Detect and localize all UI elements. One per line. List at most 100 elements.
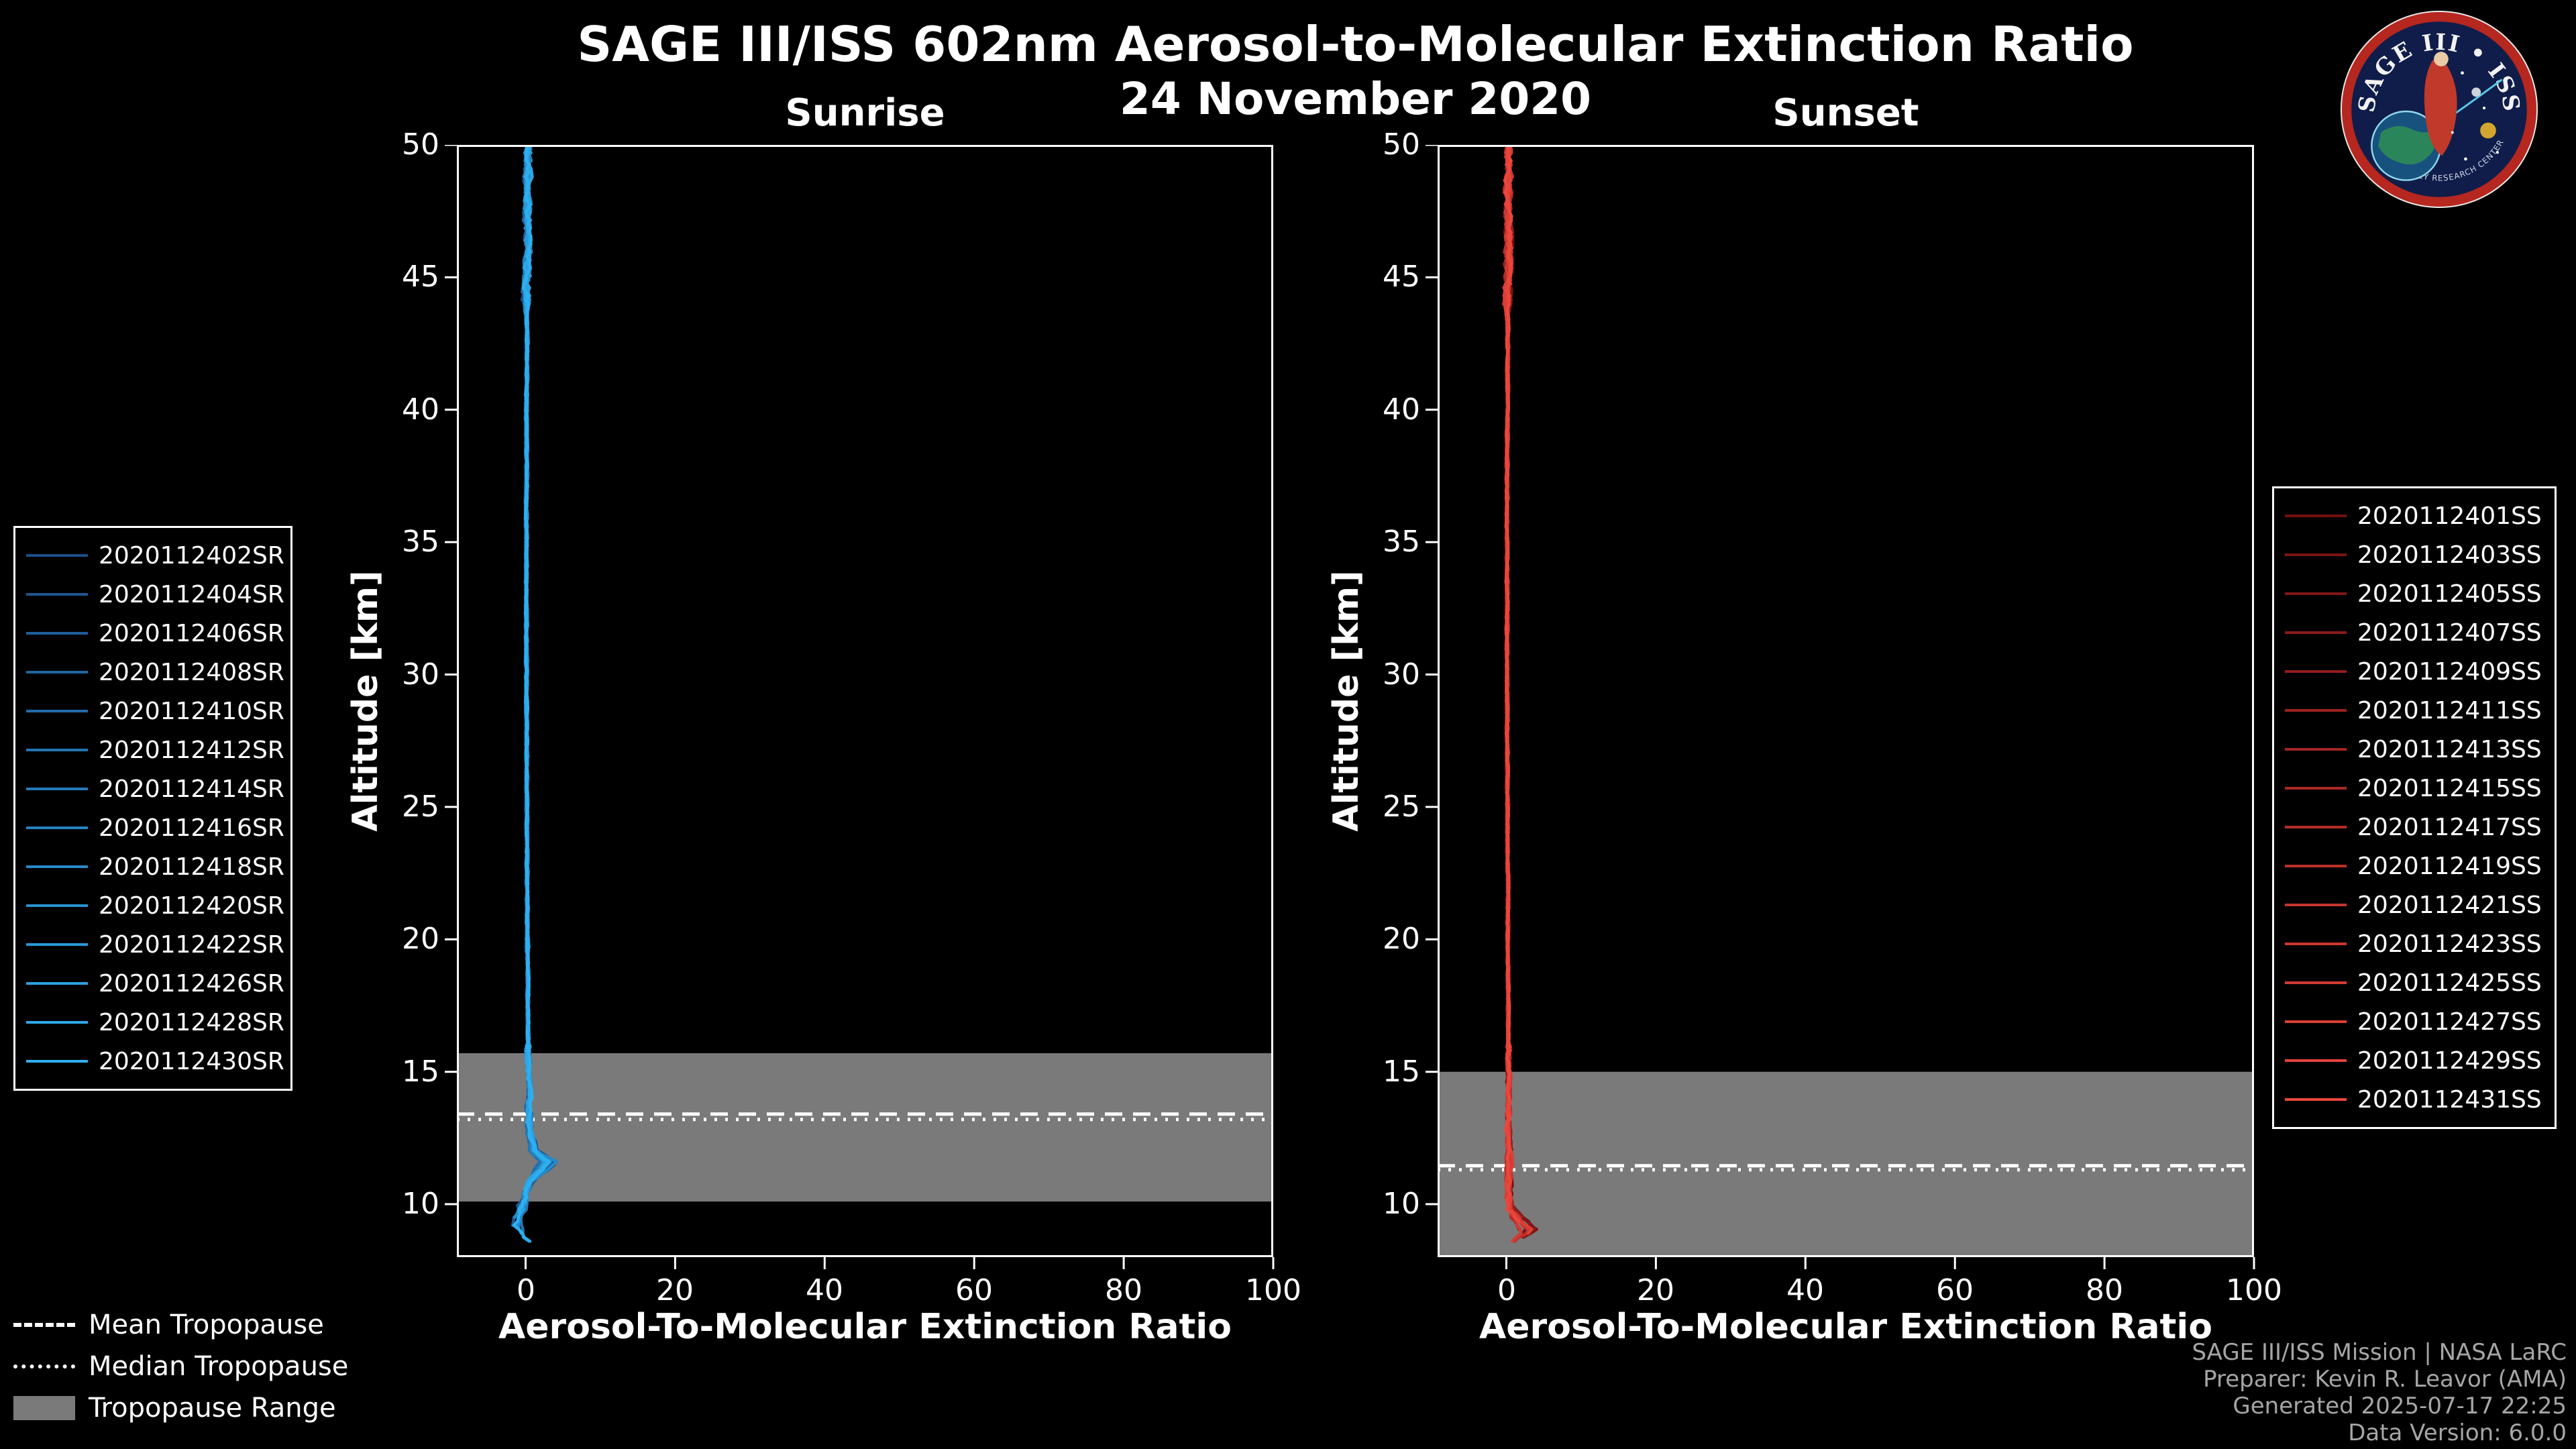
y-tick-label: 50: [1383, 127, 1420, 162]
footer-generated-line: Generated 2025-07-17 22:25: [2233, 1393, 2567, 1419]
legend-series-label: 2020112417SS: [2357, 813, 2542, 841]
legend-series-label: 2020112404SR: [99, 580, 284, 608]
y-tick-label: 30: [402, 657, 439, 692]
sunrise-y-axis-label: Altitude [km]: [345, 570, 386, 832]
legend-series-label: 2020112408SR: [99, 658, 284, 686]
x-tick-label: 20: [656, 1273, 694, 1307]
y-tick-label: 25: [1383, 790, 1420, 824]
sunset-plot: [1426, 145, 2255, 1269]
sunset-x-axis-label: Aerosol-To-Molecular Extinction Ratio: [1479, 1307, 2212, 1347]
legend-line-sample: [26, 943, 88, 946]
legend-series-label: 2020112412SR: [99, 736, 284, 764]
legend-series-label: 2020112425SS: [2357, 969, 2542, 997]
sunrise-plot-border: [457, 145, 1273, 1257]
legend-series-label: 2020112423SS: [2357, 930, 2542, 958]
x-tick-label: 80: [1105, 1273, 1142, 1307]
logo-star: [2482, 106, 2486, 110]
page-title: SAGE III/ISS 602nm Aerosol-to-Molecular …: [577, 16, 2134, 72]
tropopause-range-patch-sample: [13, 1396, 75, 1420]
legend-item: 2020112404SR: [26, 575, 284, 614]
legend-line-sample: [26, 1021, 88, 1024]
legend-item: 2020112414SR: [26, 769, 284, 808]
sunrise-panel-title: Sunrise: [785, 91, 945, 135]
sunset-plot-border: [1438, 145, 2254, 1257]
legend-line-sample: [26, 749, 88, 751]
legend-series-label: 2020112407SS: [2357, 619, 2542, 647]
page-subtitle: 24 November 2020: [1119, 73, 1592, 125]
legend-line-sample: [2285, 981, 2347, 984]
logo-moon-icon: [2471, 87, 2481, 97]
legend-series-label: 2020112401SS: [2357, 502, 2542, 530]
legend-item: 2020112409SS: [2285, 652, 2544, 691]
legend-line-sample: [26, 593, 88, 596]
legend-item: 2020112405SS: [2285, 574, 2544, 613]
legend-series-label: 2020112421SS: [2357, 891, 2542, 919]
legend-line-sample: [26, 710, 88, 712]
tropopause-legend-median-row: Median Tropopause: [13, 1348, 348, 1385]
legend-line-sample: [26, 788, 88, 790]
legend-item: 2020112417SS: [2285, 808, 2544, 847]
y-tick-label: 40: [402, 392, 439, 427]
legend-item: 2020112411SS: [2285, 691, 2544, 730]
legend-series-label: 2020112403SS: [2357, 541, 2542, 569]
x-tick-label: 0: [517, 1273, 535, 1307]
tropopause-legend: Mean Tropopause Median Tropopause Tropop…: [13, 1307, 348, 1432]
legend-series-label: 2020112411SS: [2357, 696, 2542, 724]
y-tick-label: 15: [402, 1055, 439, 1089]
x-tick-label: 40: [806, 1273, 843, 1307]
legend-item: 2020112402SR: [26, 536, 284, 575]
legend-series-label: 2020112430SR: [99, 1047, 284, 1075]
y-tick-label: 50: [402, 127, 439, 162]
x-tick-label: 100: [1245, 1273, 1301, 1307]
y-tick-label: 45: [402, 260, 439, 294]
legend-item: 2020112426SR: [26, 964, 284, 1003]
legend-line-sample: [2285, 904, 2347, 906]
legend-line-sample: [2285, 787, 2347, 790]
y-tick-label: 20: [1383, 922, 1420, 956]
footer-credits: SAGE III/ISS Mission | NASA LaRC Prepare…: [1762, 1339, 2567, 1446]
legend-line-sample: [2285, 826, 2347, 828]
mean-tropopause-line-sample: [13, 1323, 75, 1327]
legend-item: 2020112427SS: [2285, 1002, 2544, 1041]
mean-tropopause-label: Mean Tropopause: [89, 1309, 324, 1340]
x-tick-label: 40: [1786, 1273, 1824, 1307]
legend-line-sample: [2285, 1020, 2347, 1023]
x-tick-label: 20: [1637, 1273, 1674, 1307]
sunrise-x-axis-label: Aerosol-To-Molecular Extinction Ratio: [498, 1307, 1232, 1347]
legend-item: 2020112416SR: [26, 808, 284, 847]
legend-item: 2020112410SR: [26, 692, 284, 731]
footer-mission-line: SAGE III/ISS Mission | NASA LaRC: [2192, 1339, 2567, 1366]
series-2020112430SR: [512, 145, 551, 1243]
y-tick-label: 20: [402, 922, 439, 956]
logo-star: [2464, 157, 2467, 161]
legend-item: 2020112407SS: [2285, 613, 2544, 652]
sunrise-tropopause-range-band: [457, 1053, 1273, 1202]
legend-series-label: 2020112413SS: [2357, 735, 2542, 763]
legend-series-label: 2020112419SS: [2357, 852, 2542, 880]
y-tick-label: 10: [402, 1187, 439, 1221]
logo-figure-icon: [2424, 56, 2457, 156]
footer-data-version-line: Data Version: 6.0.0: [2348, 1419, 2567, 1446]
series-2020112431SS: [1503, 145, 1521, 1223]
y-tick-label: 10: [1383, 1187, 1420, 1221]
sunrise-plot: [445, 145, 1275, 1269]
legend-item: 2020112422SR: [26, 925, 284, 964]
tropopause-legend-mean-row: Mean Tropopause: [13, 1307, 348, 1343]
tropopause-range-label: Tropopause Range: [89, 1393, 336, 1424]
legend-series-label: 2020112402SR: [99, 541, 284, 570]
sunset-series-group: [1501, 145, 1539, 1243]
sunset-y-axis-label: Altitude [km]: [1326, 570, 1366, 832]
tropopause-legend-range-row: Tropopause Range: [13, 1390, 348, 1426]
legend-series-label: 2020112410SR: [99, 697, 284, 725]
y-tick-label: 35: [1383, 525, 1420, 559]
legend-line-sample: [26, 1060, 88, 1063]
legend-line-sample: [26, 554, 88, 557]
legend-line-sample: [26, 671, 88, 674]
x-tick-label: 100: [2226, 1273, 2282, 1307]
legend-item: 2020112401SS: [2285, 496, 2544, 535]
legend-item: 2020112423SS: [2285, 924, 2544, 963]
x-tick-label: 60: [955, 1273, 993, 1307]
legend-line-sample: [2285, 553, 2347, 556]
logo-planet-icon: [2480, 122, 2496, 139]
sunset-panel-title: Sunset: [1772, 91, 1919, 135]
